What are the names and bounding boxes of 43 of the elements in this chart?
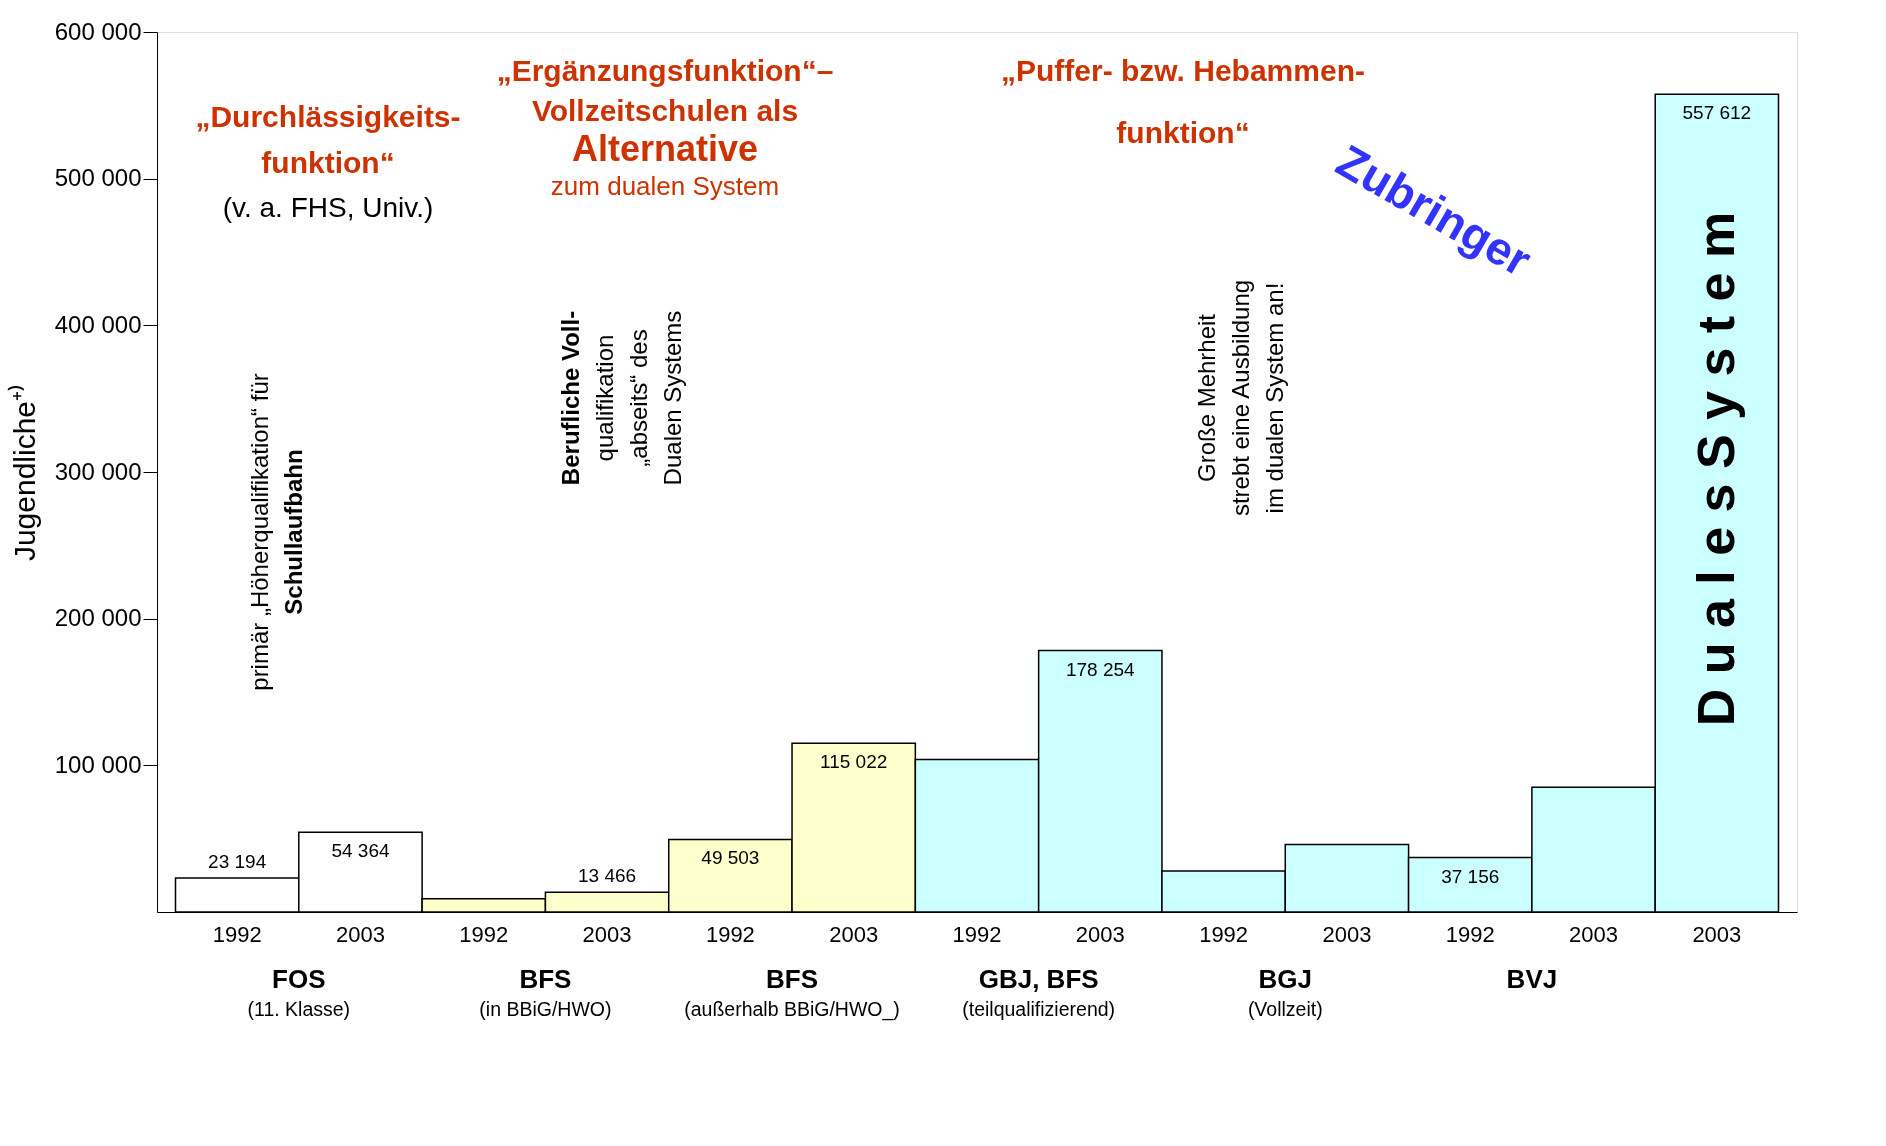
y-tick-label: 100 000: [54, 750, 142, 778]
x-tick-label: 2003: [1569, 921, 1619, 947]
y-axis-title: Jugendliche⁺⁾: [6, 383, 41, 562]
x-tick-label: 1992: [212, 921, 262, 947]
x-tick-label: 1992: [705, 921, 755, 947]
x-tick-label: 2003: [829, 921, 879, 947]
annotation: Berufliche Voll- qualifikation „abseits“ des Dualen Systems: [557, 310, 686, 486]
y-tick-label: 300 000: [54, 457, 142, 485]
text: GBJ, BFS (teilqualifizierend): [962, 964, 1116, 1020]
text: FOS (11. Klasse): [247, 964, 351, 1020]
data-label: 23 194: [208, 850, 267, 872]
data-label: 13 466: [578, 865, 637, 887]
y-tick-label: 400 000: [54, 310, 142, 338]
text: BFS (außerhalb BBiG/HWO_): [684, 964, 900, 1021]
annotation: Große Mehrheit strebt eine Ausbildung im dualen System an!: [1193, 279, 1288, 517]
x-tick-label: 2003: [582, 921, 632, 947]
x-tick-label: 2003: [1075, 921, 1125, 947]
y-tick-label: 500 000: [54, 164, 142, 192]
data-label: 37 156: [1441, 865, 1500, 887]
annotation: „Ergänzungsfunktion“– Vollzeitschulen als: [496, 54, 834, 127]
x-tick-label: 1992: [1445, 921, 1495, 947]
x-tick-label: 2003: [1322, 921, 1372, 947]
text: BVJ: [1506, 964, 1558, 994]
y-tick-label: 200 000: [54, 604, 142, 632]
data-label: 178 254: [1065, 658, 1136, 680]
annotation: Alternative: [571, 128, 759, 169]
annotation: primär „Höherqualifikation“ für Schullaufbahn: [246, 373, 307, 691]
annotation: (v. a. FHS, Univ.): [222, 192, 434, 223]
text: BFS (in BBiG/HWO): [479, 964, 612, 1020]
x-tick-label: 1992: [1199, 921, 1249, 947]
annotation: zum dualen System: [550, 171, 780, 201]
data-label: 115 022: [820, 751, 888, 773]
y-tick-label: 600 000: [54, 17, 142, 45]
annotation: „Durchlässigkeits- funktion“: [195, 100, 461, 179]
data-label: 54 364: [331, 840, 390, 862]
x-tick-label: 1992: [459, 921, 509, 947]
text: BGJ (Vollzeit): [1247, 964, 1323, 1020]
x-tick-label: 2003: [1692, 921, 1742, 947]
annotation: D u a l e s S y s t e m: [1687, 211, 1745, 727]
data-label: 557 612: [1682, 102, 1752, 124]
x-tick-label: 2003: [335, 921, 385, 947]
x-tick-label: 1992: [952, 921, 1002, 947]
data-label: 49 503: [701, 847, 760, 869]
